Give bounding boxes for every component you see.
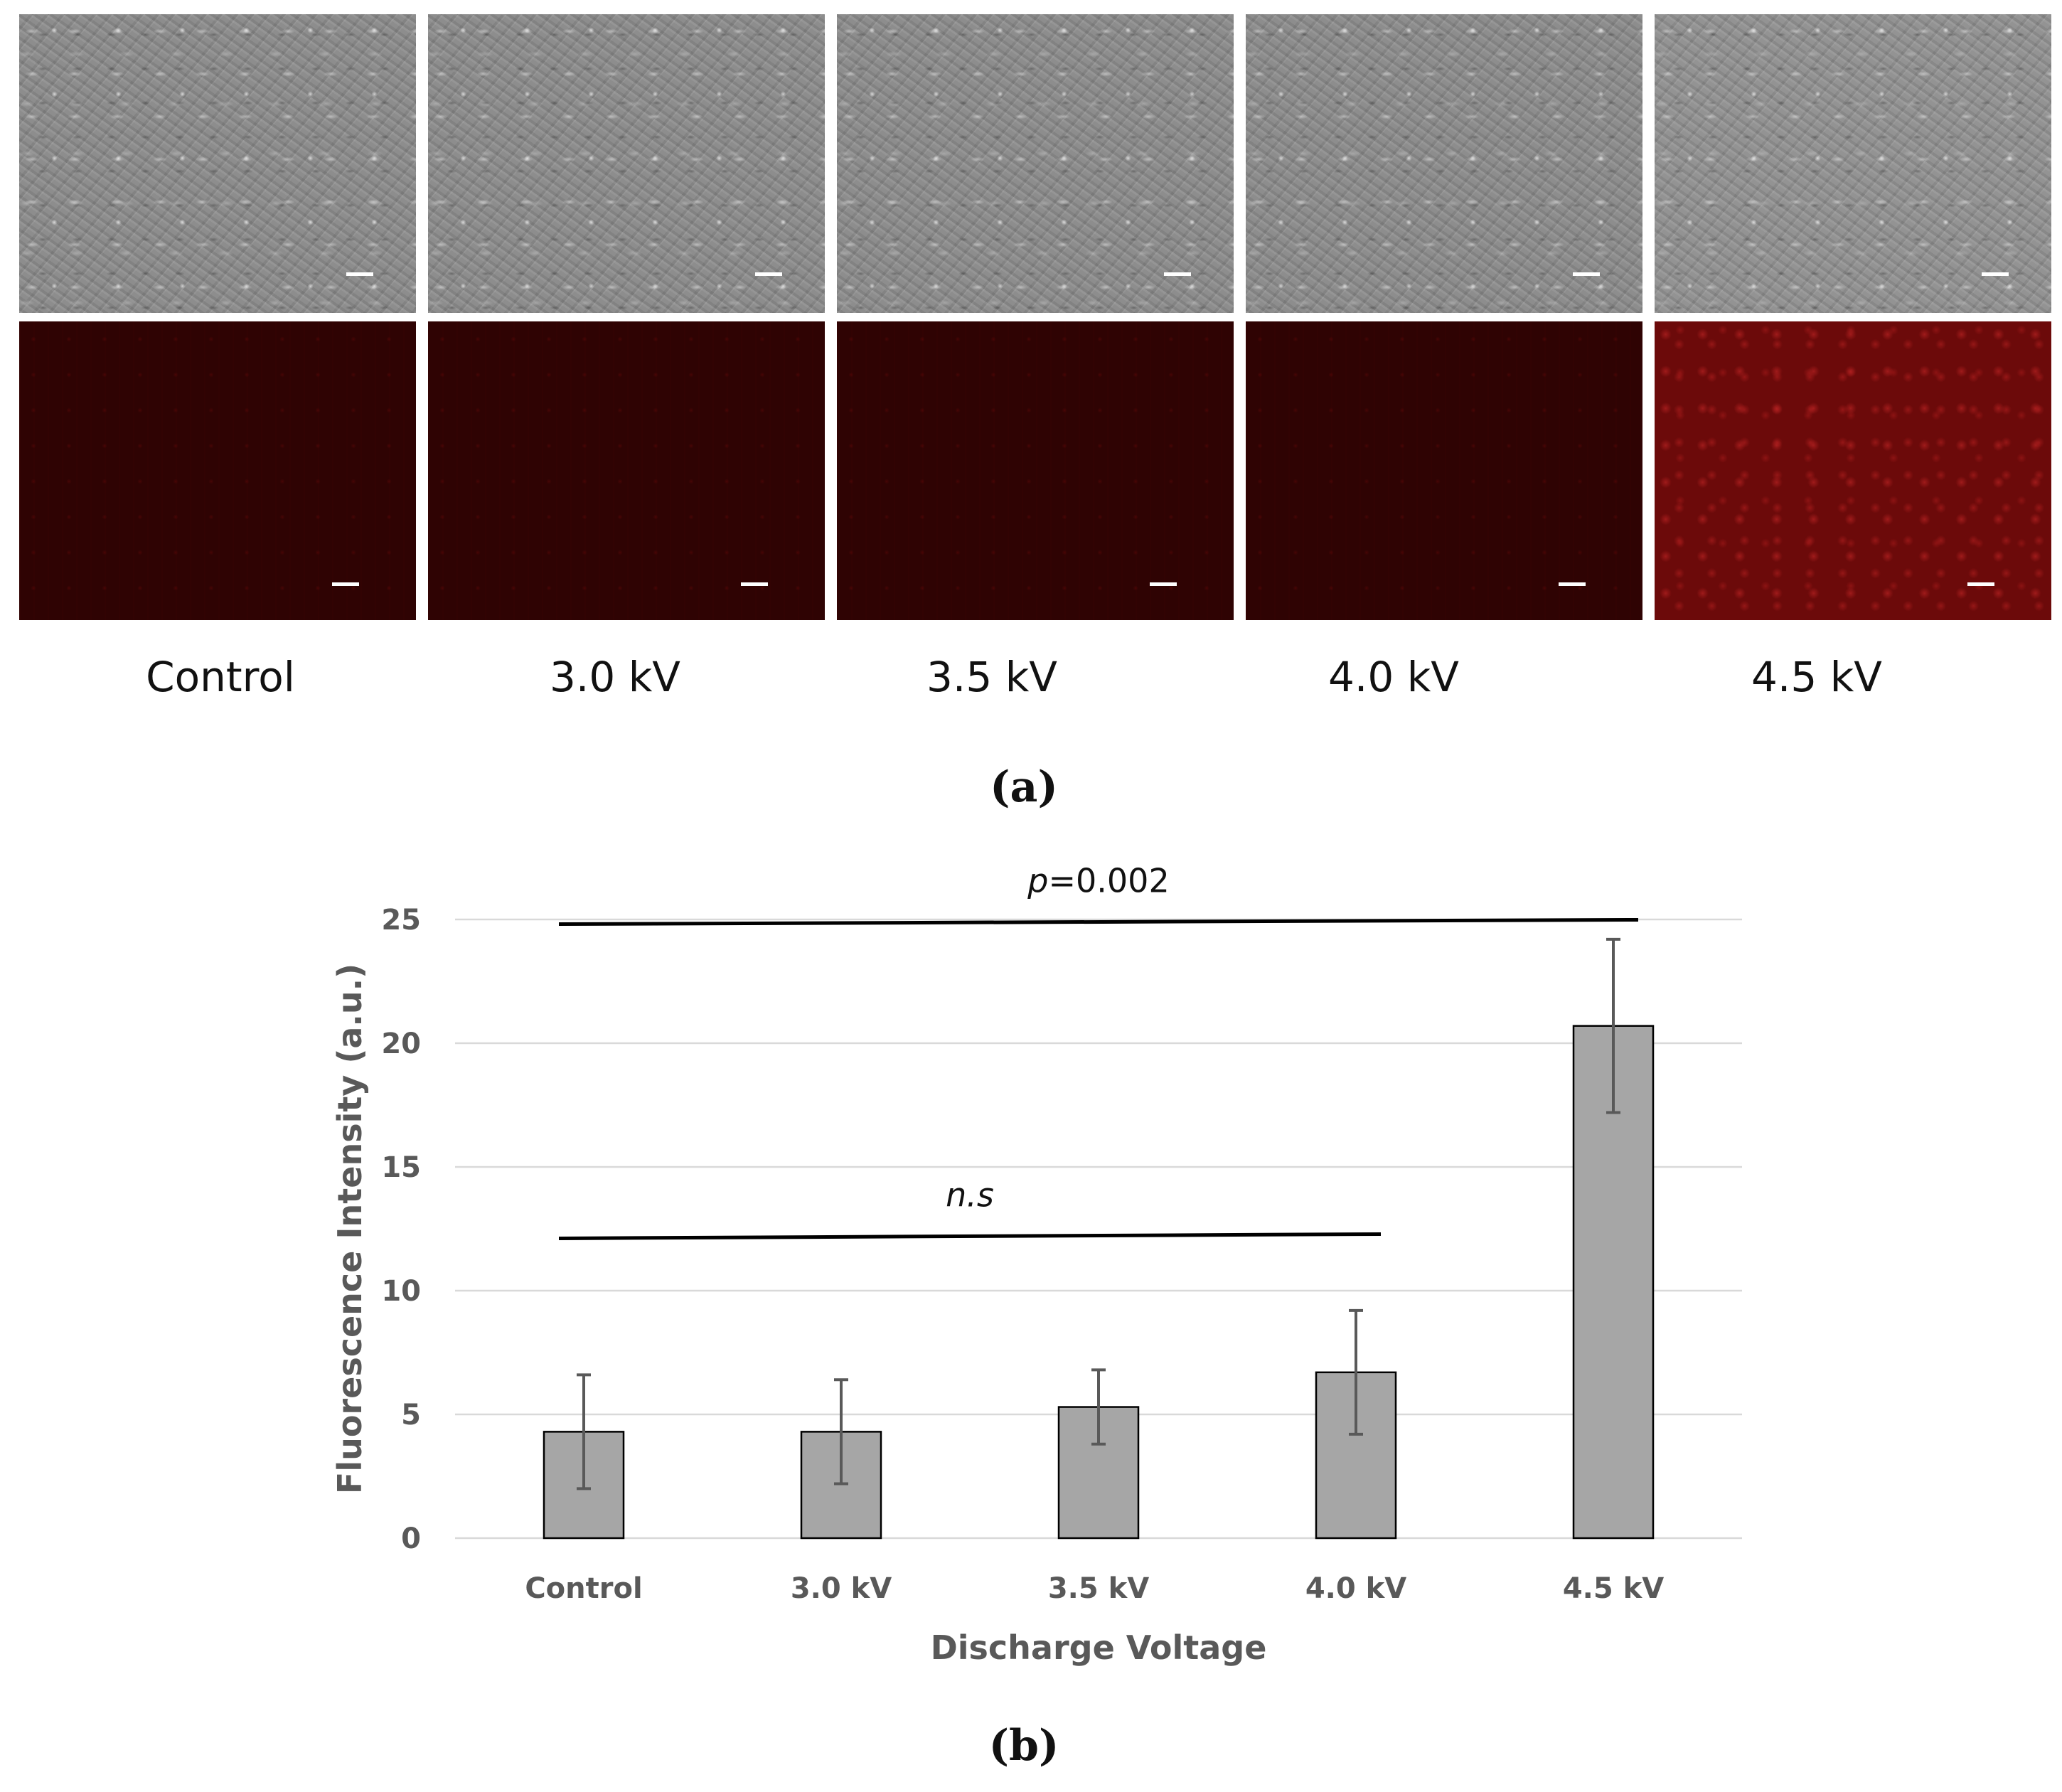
phase-contrast-image	[1246, 14, 1642, 313]
fluorescence-image	[1655, 321, 2051, 620]
x-tick-label: 4.0 kV	[1305, 1572, 1406, 1605]
fluorescence-image	[428, 321, 825, 620]
x-tick-label: 3.5 kV	[1048, 1572, 1149, 1605]
scale-bar	[346, 272, 373, 276]
column-label: 4.5 kV	[1751, 653, 1882, 701]
phase-contrast-image	[428, 14, 825, 313]
scale-bar	[332, 582, 359, 586]
column-label: 3.5 kV	[926, 653, 1057, 701]
micrograph-grid	[19, 14, 2051, 626]
panel-b-letter: (b)	[988, 1721, 1059, 1771]
scale-bar	[741, 582, 768, 586]
fluorescence-image	[1246, 321, 1642, 620]
x-tick-label: 3.0 kV	[791, 1572, 892, 1605]
panel-a-letter: (a)	[990, 762, 1058, 812]
scale-bar	[1559, 582, 1586, 586]
fluorescence-image	[837, 321, 1234, 620]
phase-contrast-image	[1655, 14, 2051, 313]
column-label: 4.0 kV	[1328, 653, 1459, 701]
x-axis-title: Discharge Voltage	[931, 1628, 1267, 1667]
p-symbol: p	[1027, 861, 1048, 900]
y-tick-label: 10	[381, 1275, 421, 1308]
scale-bar	[1150, 582, 1177, 586]
scale-bar	[1573, 272, 1600, 276]
y-tick-label: 0	[401, 1522, 421, 1555]
y-tick-label: 5	[401, 1399, 421, 1431]
y-tick-label: 20	[381, 1028, 421, 1060]
p-value: =0.002	[1048, 861, 1169, 900]
significance-label: p=0.002	[1027, 861, 1169, 900]
phase-contrast-image	[19, 14, 416, 313]
x-tick-label: Control	[525, 1572, 642, 1605]
significance-line	[558, 917, 1639, 926]
y-axis-title: Fluorescence Intensity (a.u.)	[331, 964, 369, 1494]
scale-bar	[755, 272, 782, 276]
fluorescence-image	[19, 321, 416, 620]
y-tick-label: 25	[381, 904, 421, 937]
scale-bar	[1164, 272, 1191, 276]
y-tick-label: 15	[381, 1151, 421, 1184]
significance-line	[558, 1232, 1382, 1240]
column-label: 3.0 kV	[550, 653, 680, 701]
scale-bar	[1982, 272, 2009, 276]
phase-contrast-image	[837, 14, 1234, 313]
x-tick-label: 4.5 kV	[1563, 1572, 1664, 1605]
significance-label: n.s	[946, 1175, 994, 1214]
scale-bar	[1967, 582, 1994, 586]
column-label: Control	[146, 653, 295, 701]
